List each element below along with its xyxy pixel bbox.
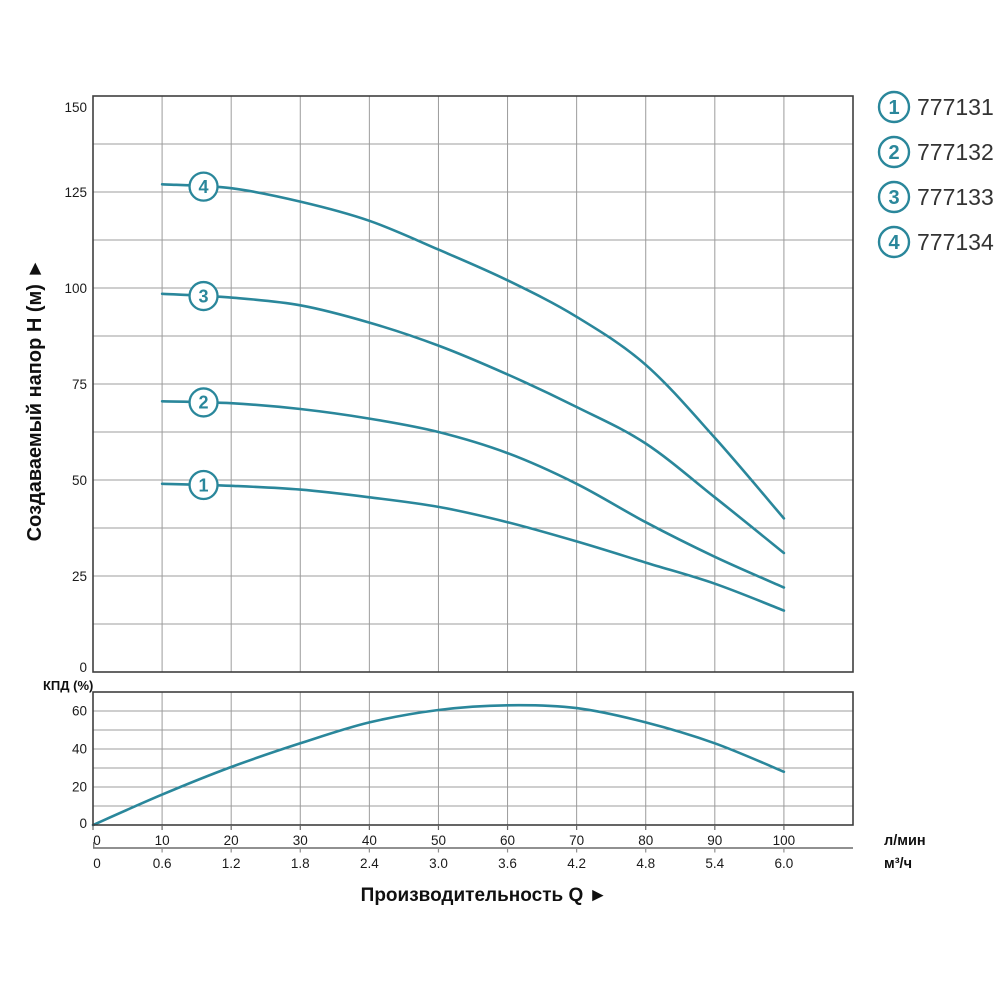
curve-marker-number-3: 3 <box>199 286 209 306</box>
x-tick-m3h-3.0: 3.0 <box>429 856 448 871</box>
curve-marker-number-1: 1 <box>199 475 209 495</box>
y-tick-eff-0: 0 <box>79 816 87 831</box>
head-curve-777131 <box>160 482 786 612</box>
legend-model-number: 777133 <box>917 184 994 210</box>
x-tick-lmin-60: 60 <box>500 833 515 848</box>
y-tick-main-50: 50 <box>72 473 87 488</box>
legend-marker-number-1: 1 <box>888 97 899 119</box>
legend-marker-number-3: 3 <box>888 187 899 209</box>
eff-plot-border <box>92 691 854 826</box>
x-tick-m3h-1.2: 1.2 <box>222 856 241 871</box>
legend-marker-circle-3 <box>877 180 911 214</box>
x-tick-m3h-0.6: 0.6 <box>153 856 172 871</box>
y-tick-main-0: 0 <box>79 660 87 675</box>
legend-item-777132: 2 777132 <box>877 135 994 169</box>
grid-layer <box>93 96 853 825</box>
unit-label-m3-per-h: м³/ч <box>884 856 912 872</box>
unit-label-l-per-min: л/мин <box>884 833 926 849</box>
x-tick-m3h-0: 0 <box>93 856 101 871</box>
x-tick-lmin-90: 90 <box>707 833 722 848</box>
y-tick-main-100: 100 <box>64 281 87 296</box>
x-tick-lmin-80: 80 <box>638 833 653 848</box>
y-tick-eff-40: 40 <box>72 742 87 757</box>
legend-marker-circle-2 <box>877 135 911 169</box>
curve-marker-circle-2 <box>188 387 219 418</box>
legend-marker-number-2: 2 <box>888 142 899 164</box>
legend-marker-circle-1 <box>877 90 911 124</box>
legend-model-number: 777134 <box>917 229 994 255</box>
y-tick-eff-20: 20 <box>72 780 87 795</box>
curves-layer <box>91 183 786 827</box>
x-tick-lmin-50: 50 <box>431 833 446 848</box>
curve-marker-number-4: 4 <box>199 177 209 197</box>
x-tick-m3h-3.6: 3.6 <box>498 856 517 871</box>
head-curve-777132 <box>160 400 786 589</box>
x-tick-m3h-2.4: 2.4 <box>360 856 379 871</box>
x-tick-lmin-100: 100 <box>773 833 796 848</box>
plot-borders-layer <box>92 95 854 826</box>
legend-item-777131: 1 777131 <box>877 90 994 124</box>
x-tick-m3h-1.8: 1.8 <box>291 856 310 871</box>
curve-marker-number-2: 2 <box>199 393 209 413</box>
curve-marker-circle-1 <box>188 469 219 501</box>
x-tick-m3h-4.2: 4.2 <box>567 856 586 871</box>
curve-marker-circle-4 <box>188 171 219 202</box>
x-tick-lmin-30: 30 <box>293 833 308 848</box>
efficiency-axis-label: КПД (%) <box>43 678 93 693</box>
legend-item-777134: 4 777134 <box>877 225 994 259</box>
legend-marker-circle-4 <box>877 225 911 259</box>
y-tick-eff-60: 60 <box>72 704 87 719</box>
x-tick-m3h-6.0: 6.0 <box>775 856 794 871</box>
y-tick-main-150: 150 <box>64 100 87 115</box>
x-axis-title: Производительность Q ► <box>361 885 608 906</box>
legend-item-777133: 3 777133 <box>877 180 994 214</box>
x-tick-lmin-70: 70 <box>569 833 584 848</box>
main-plot-border <box>92 95 854 673</box>
y-tick-main-75: 75 <box>72 377 87 392</box>
x-tick-m3h-5.4: 5.4 <box>705 856 724 871</box>
x-tick-lmin-20: 20 <box>224 833 239 848</box>
curve-marker-layer: 1 2 3 4 <box>188 171 219 501</box>
curve-marker-circle-3 <box>188 280 219 312</box>
legend-model-number: 777132 <box>917 139 994 165</box>
head-curve-777134 <box>160 183 786 520</box>
head-curve-777133 <box>160 292 786 555</box>
y-tick-main-25: 25 <box>72 569 87 584</box>
efficiency-curve <box>91 703 786 827</box>
legend: 1 777131 2 777132 3 777133 4 777134 <box>877 90 994 259</box>
x-tick-lmin-40: 40 <box>362 833 377 848</box>
x-tick-lmin-0: 0 <box>93 833 101 848</box>
legend-marker-number-4: 4 <box>888 232 900 254</box>
x-tick-m3h-4.8: 4.8 <box>636 856 655 871</box>
y-axis-title: Создаваемый напор H (м) ► <box>24 259 46 542</box>
y-tick-main-125: 125 <box>64 185 87 200</box>
legend-model-number: 777131 <box>917 94 994 120</box>
x-tick-lmin-10: 10 <box>155 833 170 848</box>
